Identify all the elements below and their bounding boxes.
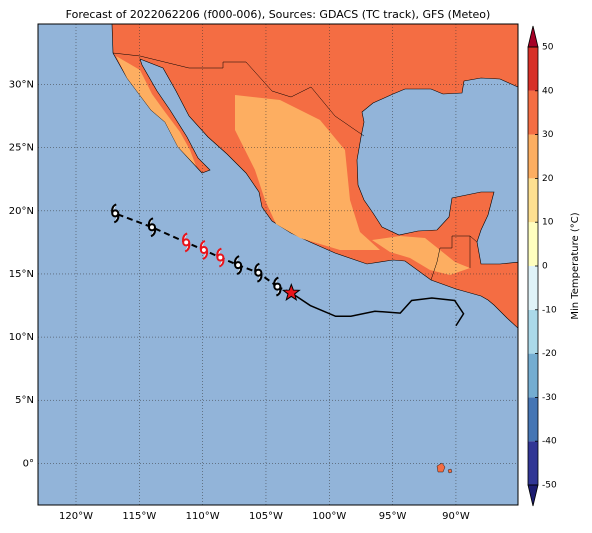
x-tick-label: 115°W (122, 511, 156, 522)
border (112, 52, 478, 281)
colorbar-segment (528, 178, 538, 223)
map-layer (38, 24, 518, 505)
colorbar-over (527, 25, 539, 48)
colorbar: -50 -40 -30 -20 -10 0 10 20 30 40 50 (527, 25, 557, 507)
colorbar-tick-label: -20 (542, 349, 557, 359)
storm-symbol (254, 262, 263, 283)
storm-symbol (233, 255, 243, 276)
storm-symbol (199, 240, 209, 260)
colorbar-segment (528, 134, 538, 179)
galapagos (436, 462, 453, 474)
y-tick-label: 25°N (9, 143, 34, 154)
colorbar-tick-label: -40 (542, 437, 557, 447)
colorbar-tick-label: 50 (542, 43, 554, 53)
x-tick-label: 90°W (442, 511, 470, 522)
colorbar-segment (528, 90, 538, 135)
current-position (281, 282, 301, 301)
x-tick-label: 110°W (186, 511, 220, 522)
colorbar-segment (528, 353, 538, 398)
colorbar-segment (528, 309, 538, 354)
colorbar-tick-label: -30 (542, 393, 557, 403)
highland (116, 56, 470, 275)
axes: 120°W 115°W 110°W 105°W 100°W 95°W 90°W 0° 5°N 10… (9, 80, 470, 522)
colorbar-tick-label: 10 (542, 218, 554, 228)
observed-track (290, 292, 465, 327)
colorbar-segment (528, 441, 538, 485)
colorbar-tick-label: 0 (542, 262, 548, 272)
storm-symbol (216, 247, 225, 268)
x-tick-label: 120°W (59, 511, 93, 522)
colorbar-label: Min Temperature (°C) (570, 212, 581, 319)
colorbar-tick-label: 20 (542, 174, 554, 184)
y-tick-label: 15°N (9, 269, 34, 280)
chart-title: Forecast of 2022062206 (f000-006), Sourc… (66, 8, 491, 21)
track (111, 203, 465, 327)
storm-symbol (273, 276, 282, 297)
forecast-track (114, 212, 278, 288)
y-tick-label: 30°N (9, 80, 34, 91)
colorbar-tick-label: -10 (542, 305, 557, 315)
storm-symbol (182, 232, 191, 253)
colorbar-tick-label: 40 (542, 86, 554, 96)
colorbar-tick-label: 30 (542, 130, 554, 140)
y-tick-label: 0° (23, 458, 34, 469)
colorbar-segment (528, 266, 538, 310)
y-tick-label: 5°N (15, 395, 34, 406)
colorbar-under (527, 484, 539, 507)
plot-frame (37, 23, 519, 506)
y-tick-label: 20°N (9, 206, 34, 217)
colorbar-segment (528, 397, 538, 442)
x-tick-label: 95°W (379, 511, 407, 522)
x-tick-label: 100°W (312, 511, 346, 522)
colorbar-segment (528, 47, 538, 91)
grid (38, 24, 518, 505)
colorbar-tick-label: -50 (542, 481, 557, 491)
storm-symbol (147, 217, 157, 238)
y-tick-label: 10°N (9, 332, 34, 343)
x-tick-label: 105°W (249, 511, 283, 522)
storm-symbol (111, 203, 120, 224)
colorbar-segment (528, 222, 538, 266)
